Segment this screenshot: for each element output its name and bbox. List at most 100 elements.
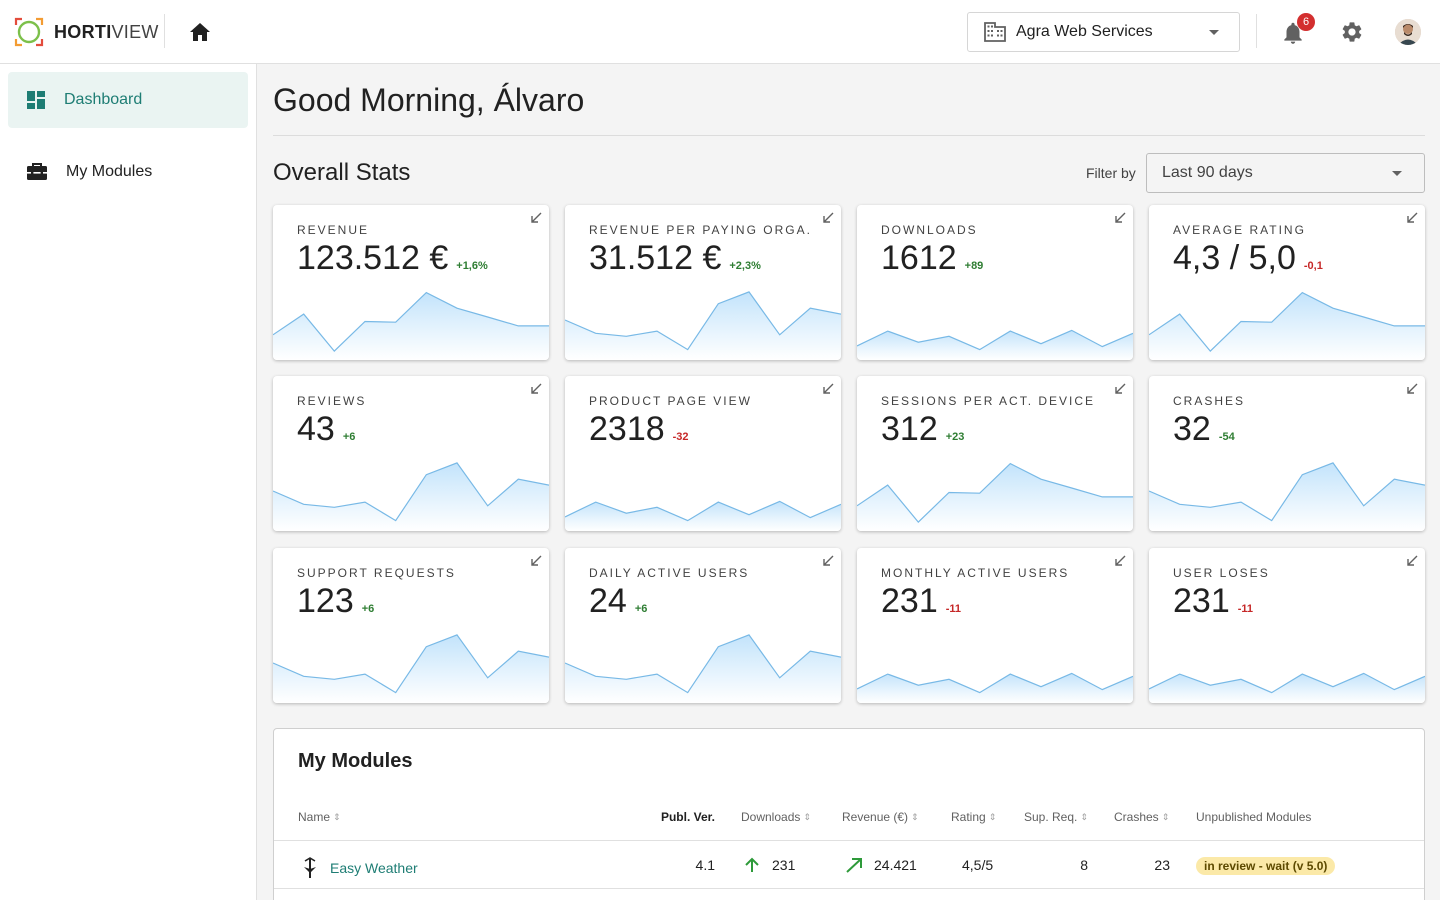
stat-card-value: 32 bbox=[1173, 410, 1211, 448]
sidebar-item-my-modules[interactable]: My Modules bbox=[8, 144, 248, 200]
stat-card-delta: -54 bbox=[1218, 431, 1235, 443]
table-cell-downloads: 231 bbox=[744, 857, 795, 873]
column-header-downloads[interactable]: Downloads ⇕ bbox=[741, 810, 811, 824]
hortiview-logo[interactable]: HORTIVIEW bbox=[12, 15, 159, 49]
stat-card-title: REVIEWS bbox=[297, 394, 367, 408]
stat-card-title: CRASHES bbox=[1173, 394, 1246, 408]
sparkline-line bbox=[565, 291, 841, 351]
settings-gear-icon[interactable] bbox=[1340, 20, 1364, 44]
sparkline-area bbox=[857, 673, 1133, 703]
stat-card[interactable]: SUPPORT REQUESTS 123 +6 bbox=[273, 548, 549, 703]
stat-card[interactable]: REVIEWS 43 +6 bbox=[273, 376, 549, 531]
stat-card-value: 31.512 € bbox=[589, 239, 722, 277]
sparkline-area bbox=[1149, 462, 1425, 531]
stat-card[interactable]: USER LOSES 231 -11 bbox=[1149, 548, 1425, 703]
home-button[interactable] bbox=[186, 18, 214, 46]
column-header-publ-ver: Publ. Ver. bbox=[660, 810, 715, 824]
period-filter-select[interactable]: Last 90 days bbox=[1146, 153, 1425, 193]
notifications-bell-icon[interactable] bbox=[1280, 20, 1306, 46]
my-modules-title: My Modules bbox=[298, 750, 413, 772]
stat-card-value-row: 123.512 € +1,6% bbox=[297, 239, 488, 278]
greeting-divider bbox=[273, 135, 1425, 136]
expand-icon[interactable] bbox=[821, 382, 835, 396]
sparkline-chart bbox=[273, 462, 549, 531]
expand-icon[interactable] bbox=[1113, 554, 1127, 568]
stat-card-value-row: 2318 -32 bbox=[589, 410, 689, 449]
organization-name: Agra Web Services bbox=[1016, 23, 1153, 40]
sparkline-line bbox=[565, 634, 841, 694]
stat-card-delta: -0,1 bbox=[1303, 260, 1323, 272]
sparkline-chart bbox=[857, 672, 1133, 703]
table-row-divider bbox=[274, 888, 1424, 889]
expand-icon[interactable] bbox=[529, 554, 543, 568]
stat-card-value-row: 24 +6 bbox=[589, 582, 647, 621]
sparkline-chart bbox=[1149, 672, 1425, 703]
table-cell-revenue: 24.421 bbox=[845, 857, 917, 873]
stat-card[interactable]: AVERAGE RATING 4,3 / 5,0 -0,1 bbox=[1149, 205, 1425, 360]
column-header-support-requests[interactable]: Sup. Req. ⇕ bbox=[1024, 810, 1088, 824]
expand-icon[interactable] bbox=[821, 554, 835, 568]
stat-card[interactable]: CRASHES 32 -54 bbox=[1149, 376, 1425, 531]
stat-card[interactable]: REVENUE PER PAYING ORGA. 31.512 € +2,3% bbox=[565, 205, 841, 360]
expand-icon[interactable] bbox=[1405, 382, 1419, 396]
sparkline-line bbox=[273, 462, 549, 522]
sidebar-item-dashboard[interactable]: Dashboard bbox=[8, 72, 248, 128]
stat-card-title: SUPPORT REQUESTS bbox=[297, 566, 456, 580]
stat-card-delta: +23 bbox=[945, 431, 965, 443]
stat-card-value-row: 1612 +89 bbox=[881, 239, 983, 278]
stat-card-delta: -11 bbox=[1237, 603, 1254, 615]
sort-icon: ⇕ bbox=[333, 811, 341, 822]
stat-card-value-row: 31.512 € +2,3% bbox=[589, 239, 761, 278]
sparkline-line bbox=[273, 634, 549, 694]
stat-card-value-row: 123 +6 bbox=[297, 582, 374, 621]
stat-card[interactable]: PRODUCT PAGE VIEW 2318 -32 bbox=[565, 376, 841, 531]
stat-card[interactable]: DOWNLOADS 1612 +89 bbox=[857, 205, 1133, 360]
stat-card-value: 4,3 / 5,0 bbox=[1173, 239, 1296, 277]
expand-icon[interactable] bbox=[529, 211, 543, 225]
column-header-revenue[interactable]: Revenue (€) ⇕ bbox=[842, 810, 919, 824]
sparkline-chart bbox=[273, 291, 549, 360]
stat-card[interactable]: DAILY ACTIVE USERS 24 +6 bbox=[565, 548, 841, 703]
stat-card-value-row: 4,3 / 5,0 -0,1 bbox=[1173, 239, 1323, 278]
column-header-crashes[interactable]: Crashes ⇕ bbox=[1114, 810, 1170, 824]
stat-card-delta: +6 bbox=[342, 431, 356, 443]
sort-icon: ⇕ bbox=[803, 811, 811, 822]
trending-up-icon bbox=[846, 858, 862, 873]
sparkline-area bbox=[1149, 673, 1425, 703]
stat-card-value: 2318 bbox=[589, 410, 665, 448]
stat-card-delta: -32 bbox=[672, 431, 689, 443]
organization-select[interactable]: Agra Web Services bbox=[967, 12, 1240, 52]
stat-card-value: 123.512 € bbox=[297, 239, 449, 277]
table-row-module-name[interactable]: Easy Weather bbox=[302, 857, 418, 879]
sidebar-item-label: My Modules bbox=[66, 163, 153, 180]
home-icon bbox=[190, 23, 210, 41]
sparkline-chart bbox=[565, 500, 841, 531]
sparkline-line bbox=[857, 672, 1133, 694]
column-header-name[interactable]: Name ⇕ bbox=[298, 810, 341, 824]
expand-icon[interactable] bbox=[1405, 554, 1419, 568]
user-avatar[interactable] bbox=[1395, 19, 1421, 45]
filter-select-value: Last 90 days bbox=[1162, 164, 1253, 181]
stat-card[interactable]: REVENUE 123.512 € +1,6% bbox=[273, 205, 549, 360]
expand-icon[interactable] bbox=[1113, 382, 1127, 396]
filter-label: Filter by bbox=[1086, 165, 1136, 181]
sort-icon: ⇕ bbox=[1080, 811, 1088, 822]
column-header-unpublished-modules: Unpublished Modules bbox=[1196, 810, 1312, 824]
module-link[interactable]: Easy Weather bbox=[330, 860, 418, 876]
stat-card[interactable]: SESSIONS PER ACT. DEVICE 312 +23 bbox=[857, 376, 1133, 531]
column-header-rating[interactable]: Rating ⇕ bbox=[951, 810, 997, 824]
stat-card-delta: +6 bbox=[634, 603, 648, 615]
header-divider bbox=[1256, 14, 1257, 48]
stat-card-value-row: 43 +6 bbox=[297, 410, 355, 449]
logo-mark-icon bbox=[14, 17, 44, 47]
expand-icon[interactable] bbox=[1405, 211, 1419, 225]
sidebar-item-label: Dashboard bbox=[64, 91, 143, 108]
stat-card-value: 43 bbox=[297, 410, 335, 448]
table-cell-unpublished: in review - wait (v 5.0) bbox=[1196, 857, 1336, 875]
expand-icon[interactable] bbox=[529, 382, 543, 396]
sidebar: Dashboard My Modules bbox=[0, 64, 257, 900]
expand-icon[interactable] bbox=[821, 211, 835, 225]
sparkline-area bbox=[857, 463, 1133, 531]
expand-icon[interactable] bbox=[1113, 211, 1127, 225]
stat-card[interactable]: MONTHLY ACTIVE USERS 231 -11 bbox=[857, 548, 1133, 703]
